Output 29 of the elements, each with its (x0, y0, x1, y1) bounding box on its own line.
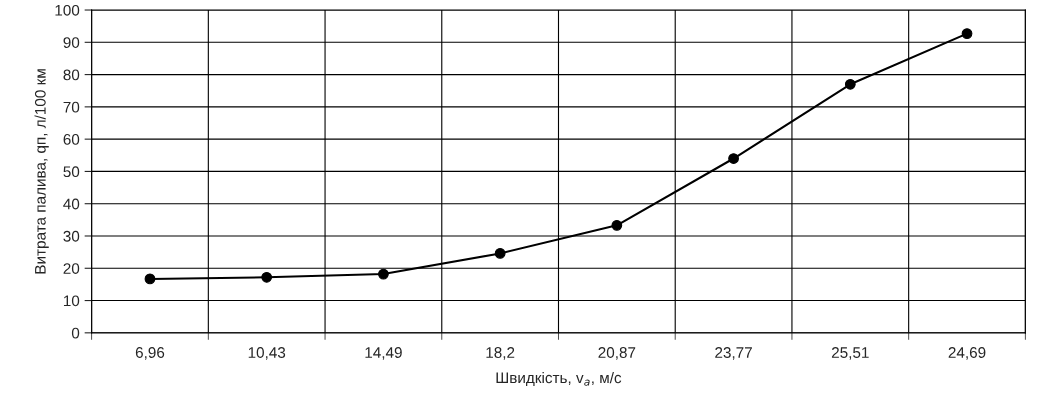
y-tick-label: 30 (63, 230, 80, 242)
point (844, 78, 856, 90)
point (494, 248, 506, 259)
x-tick-label: 25,51 (831, 347, 869, 360)
y-axis-title: Витрата палива, qп, л/100 км (34, 69, 49, 274)
x-tick-label: 24,69 (948, 347, 986, 360)
x-tick-label: 14,49 (365, 347, 402, 360)
y-tick-label: 50 (63, 166, 80, 178)
point (378, 268, 389, 280)
point (261, 271, 273, 283)
y-tick-label: 0 (71, 327, 80, 339)
x-axis-title: Швидкість, v$_{a}$, м/с (496, 371, 622, 387)
y-tick-label: 70 (63, 101, 80, 113)
x-tick-label: 20,87 (598, 347, 636, 360)
point (611, 219, 623, 231)
point (144, 273, 156, 285)
point (961, 28, 973, 39)
y-tick-label: 60 (63, 134, 80, 145)
y-tick-label: 40 (63, 198, 80, 210)
y-tick-label: 100 (55, 4, 80, 16)
y-tick-label: 80 (63, 69, 80, 81)
y-tick-label: 20 (63, 263, 80, 274)
x-tick-label: 23,77 (715, 347, 752, 360)
x-tick-label: 10,43 (248, 347, 286, 360)
point (728, 153, 739, 164)
y-tick-label: 90 (63, 37, 80, 48)
x-tick-label: 6,96 (135, 347, 165, 360)
y-tick-label: 10 (63, 295, 80, 307)
x-tick-label: 18,2 (486, 347, 515, 360)
